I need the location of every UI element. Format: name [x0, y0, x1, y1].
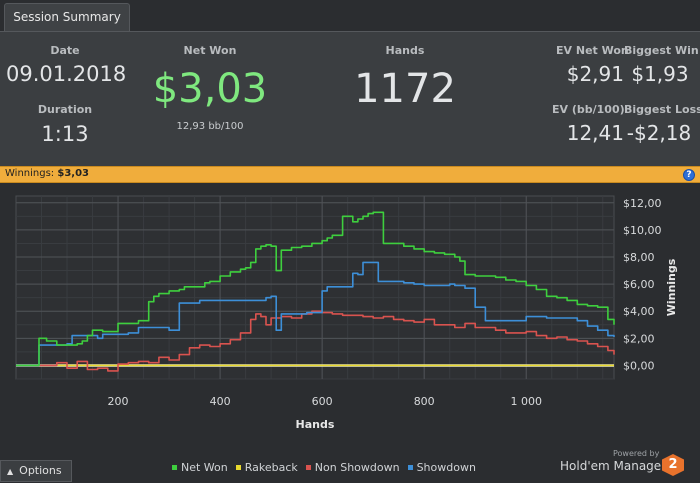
brand-name: Hold'em Manager [560, 459, 667, 473]
chart-legend: Net Won Rakeback Non Showdown Showdown [172, 461, 484, 475]
winnings-value: $3,03 [57, 168, 89, 179]
y-tick-label: $8,00 [623, 251, 655, 264]
question-icon[interactable]: ? [683, 169, 695, 181]
legend-label: Net Won [181, 461, 228, 474]
caret-up-icon: ▲ [7, 467, 14, 476]
y-tick-label: $4,00 [623, 305, 655, 318]
y-tick-label: $12,00 [623, 197, 662, 210]
biggest-loss-label: Biggest Loss [624, 103, 700, 116]
legend-swatch [407, 464, 413, 470]
x-tick-label: 200 [108, 395, 129, 408]
biggest-loss-value: -$2,18 [626, 121, 692, 145]
winnings-chart: 200 400 600 800 1 000 $0,00 $2,00 $4,00 $6,00 $8,… [0, 183, 700, 453]
ev-net-won-value: $2,91 [566, 62, 624, 86]
winnings-label: Winnings: [5, 168, 55, 179]
plot-area [15, 195, 615, 380]
summary-panel: Date 09.01.2018 Duration 1:13 Net Won $3… [0, 31, 700, 167]
chart-svg: 200 400 600 800 1 000 $0,00 $2,00 $4,00 $6,00 $8,… [15, 195, 678, 431]
winnings-bar: Winnings: $3,03 ? [0, 166, 700, 183]
hands-value: 1172 [354, 66, 456, 112]
duration-label: Duration [37, 103, 93, 116]
date-value: 09.01.2018 [6, 62, 127, 86]
series-line-showdown [16, 261, 615, 367]
ev-bb100-value: 12,41 [566, 121, 624, 145]
ev-net-won-label: EV Net Won [556, 44, 629, 57]
legend-label: Rakeback [244, 461, 298, 474]
legend-swatch [235, 464, 241, 470]
brand-logo-icon: 2 [662, 454, 684, 476]
net-won-value: $3,03 [152, 66, 268, 112]
net-won-label: Net Won [183, 44, 237, 57]
date-label: Date [50, 44, 80, 57]
series-line-net-won [16, 211, 615, 367]
legend-item-showdown[interactable]: Showdown [407, 461, 476, 474]
legend-label: Non Showdown [314, 461, 400, 474]
x-axis-title: Hands [296, 418, 335, 431]
x-tick-label: 800 [414, 395, 435, 408]
y-tick-label: $0,00 [623, 359, 655, 372]
x-tick-label: 600 [312, 395, 333, 408]
duration-value: 1:13 [41, 122, 89, 146]
legend-label: Showdown [416, 461, 476, 474]
options-button[interactable]: ▲ Options [0, 460, 72, 482]
y-axis-title: Winnings [665, 258, 678, 316]
powered-by-text: Powered by [613, 449, 660, 458]
legend-item-rakeback[interactable]: Rakeback [235, 461, 298, 474]
legend-swatch [305, 464, 311, 470]
legend-item-net-won[interactable]: Net Won [172, 461, 228, 474]
tab-bar: Session Summary [0, 0, 700, 31]
hands-label: Hands [385, 44, 425, 57]
bb100-value: 12,93 bb/100 [176, 121, 244, 132]
y-tick-label: $2,00 [623, 332, 655, 345]
options-label: Options [19, 464, 62, 477]
biggest-win-value: $1,93 [631, 62, 689, 86]
ev-bb100-label: EV (bb/100) [552, 103, 625, 116]
x-tick-label: 400 [210, 395, 231, 408]
legend-item-non-showdown[interactable]: Non Showdown [305, 461, 400, 474]
x-tick-label: 1 000 [510, 395, 542, 408]
footer: ▲ Options Net Won Rakeback Non Showdown Show… [0, 449, 700, 483]
biggest-win-label: Biggest Win [624, 44, 699, 57]
y-tick-label: $10,00 [623, 224, 662, 237]
tab-session-summary[interactable]: Session Summary [4, 3, 130, 31]
winnings-summary: Winnings: $3,03 [5, 168, 89, 179]
y-tick-label: $6,00 [623, 278, 655, 291]
legend-swatch [172, 464, 177, 470]
